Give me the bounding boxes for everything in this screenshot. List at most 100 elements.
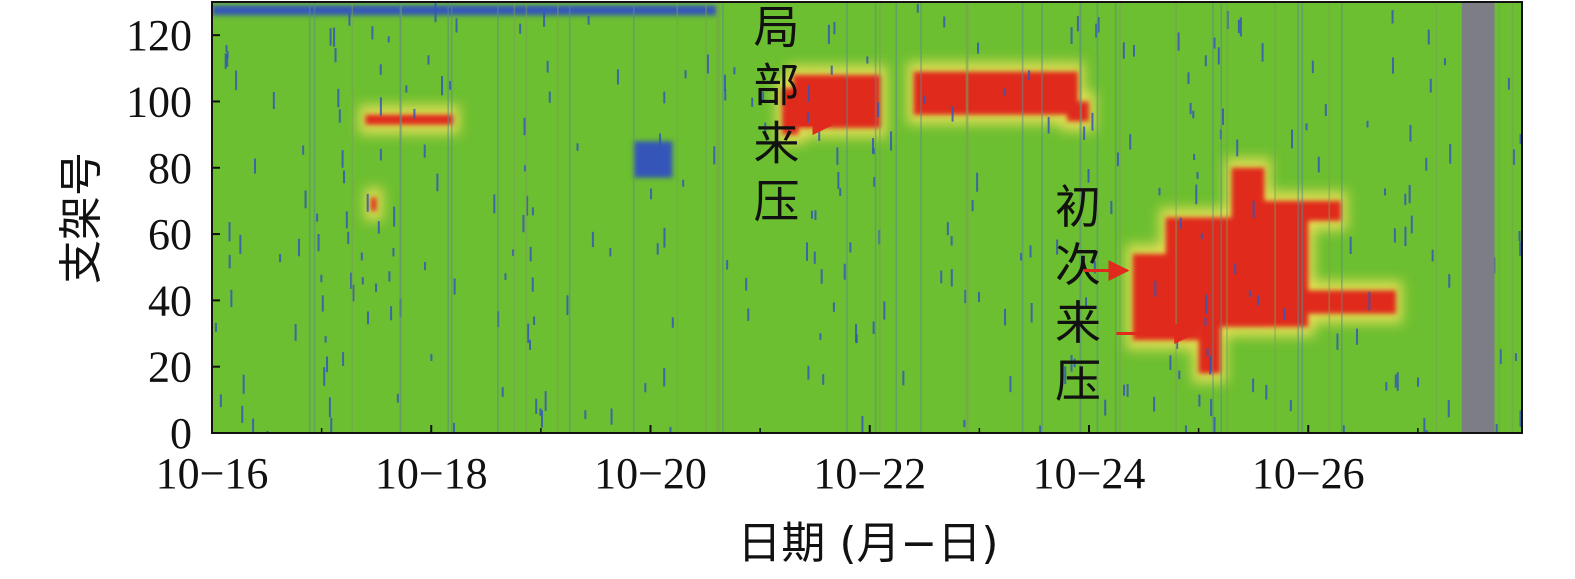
high-pressure-region	[793, 74, 881, 128]
high-pressure-region	[1264, 290, 1396, 314]
sensor-streak	[1425, 429, 1428, 433]
sensor-streak	[872, 138, 875, 154]
sensor-streak	[1021, 2, 1024, 433]
sensor-streak	[830, 65, 833, 75]
sensor-streak	[324, 336, 327, 343]
sensor-streak	[637, 155, 640, 172]
sensor-streak	[1076, 15, 1079, 32]
sensor-streak	[833, 21, 836, 35]
sensor-streak	[1396, 372, 1399, 391]
sensor-streak	[764, 122, 767, 132]
sensor-streak	[1324, 104, 1327, 116]
sensor-streak	[430, 353, 433, 361]
annotation-char: 压	[754, 175, 800, 229]
sensor-streak	[1498, 2, 1501, 433]
sensor-streak	[663, 368, 666, 387]
sensor-streak	[529, 246, 532, 262]
sensor-streak	[527, 323, 530, 343]
sensor-streak	[522, 214, 525, 233]
sensor-streak	[493, 194, 496, 214]
sensor-streak	[342, 352, 345, 366]
sensor-streak	[819, 333, 822, 340]
sensor-streak	[1252, 378, 1255, 393]
sensor-streak	[1129, 134, 1132, 150]
high-pressure-region	[1253, 200, 1342, 221]
sensor-streak	[1184, 425, 1187, 433]
sensor-streak	[341, 150, 344, 168]
sensor-streak	[450, 2, 453, 433]
sensor-streak	[320, 274, 323, 283]
sensor-streak	[1449, 144, 1452, 164]
sensor-streak	[531, 277, 534, 292]
y-tick-label: 100	[126, 77, 192, 126]
sensor-streak	[1237, 19, 1240, 34]
sensor-streak	[535, 398, 538, 414]
sensor-streak	[916, 3, 919, 13]
sensor-streak	[1110, 200, 1113, 215]
sensor-streak	[1196, 172, 1199, 179]
sensor-streak	[946, 222, 949, 236]
sensor-streak	[1206, 347, 1209, 357]
sensor-streak	[1328, 2, 1331, 433]
sensor-streak	[379, 148, 382, 161]
sensor-streak	[716, 2, 719, 433]
sensor-streak	[1212, 2, 1214, 433]
high-pressure-region	[913, 71, 1079, 115]
sensor-streak	[1200, 233, 1203, 240]
sensor-streak	[533, 316, 536, 325]
sensor-streak	[822, 374, 825, 385]
sensor-streak	[890, 131, 893, 151]
sensor-streak	[644, 383, 647, 393]
sensor-streak	[1404, 193, 1407, 206]
sensor-streak	[377, 221, 380, 234]
sensor-streak	[387, 36, 390, 43]
sensor-streak	[745, 277, 748, 291]
sensor-streak	[434, 2, 437, 23]
sensor-streak	[1095, 23, 1098, 38]
sensor-streak	[1519, 133, 1522, 144]
sensor-streak	[436, 173, 439, 192]
sensor-streak	[1178, 370, 1181, 380]
sensor-streak	[361, 277, 364, 285]
sensor-streak	[360, 252, 363, 261]
sensor-streak	[1519, 241, 1522, 256]
sensor-streak	[1104, 399, 1107, 416]
y-axis: 0 20 40 60 80 100 120	[126, 11, 220, 458]
sensor-streak	[1404, 226, 1407, 246]
sensor-streak	[837, 171, 840, 189]
sensor-streak	[920, 2, 922, 433]
sensor-streak	[1427, 29, 1430, 45]
sensor-streak	[1204, 317, 1207, 327]
sensor-streak	[713, 146, 716, 165]
sensor-streak	[388, 271, 391, 282]
sensor-streak	[923, 95, 926, 104]
sensor-streak	[902, 370, 905, 386]
sensor-streak	[1114, 2, 1117, 433]
sensor-streak	[1429, 78, 1432, 93]
sensor-streak	[1123, 384, 1126, 396]
sensor-streak	[706, 54, 709, 74]
sensor-streak	[963, 419, 966, 428]
sensor-streak	[1096, 2, 1099, 433]
sensor-streak	[317, 234, 320, 252]
sensor-streak	[663, 227, 666, 248]
sensor-streak	[1236, 139, 1239, 157]
sensor-streak	[272, 91, 275, 109]
sensor-streak	[252, 418, 255, 433]
sensor-streak	[1342, 425, 1345, 433]
sensor-streak	[279, 253, 282, 263]
sensor-streak	[308, 2, 311, 433]
sensor-streak	[392, 248, 395, 257]
sensor-streak	[659, 133, 662, 147]
sensor-streak	[375, 283, 378, 292]
sensor-streak	[1425, 157, 1428, 171]
sensor-streak	[393, 206, 396, 227]
sensor-streak	[379, 64, 382, 75]
sensor-streak	[556, 2, 559, 433]
sensor-streak	[724, 89, 727, 101]
sensor-streak	[528, 339, 531, 351]
annotation-char: 压	[1055, 354, 1101, 408]
sensor-streak	[447, 2, 449, 433]
sensor-streak	[539, 408, 542, 416]
sensor-streak	[219, 394, 222, 408]
